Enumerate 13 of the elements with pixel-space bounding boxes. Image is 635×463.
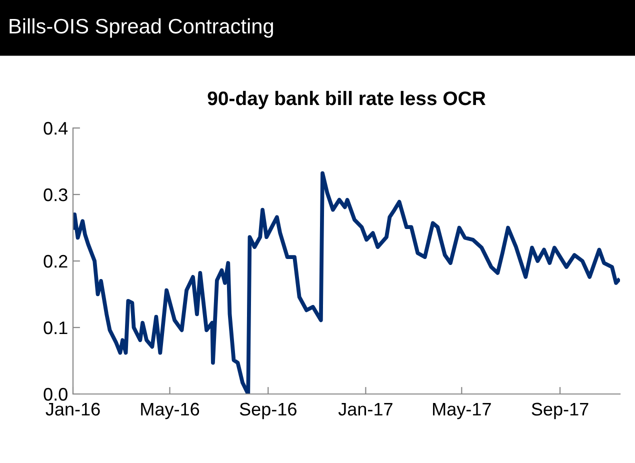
x-tick-label: Jan-16 [46,402,100,416]
chart-subtitle: 90-day bank bill rate less OCR [208,90,486,110]
x-tick-label: Sep-16 [240,402,296,420]
y-tick-label: 0.0 [44,388,68,401]
y-tick-label: 0.3 [44,188,68,202]
y-tick-label: 0.1 [44,321,68,334]
x-tick-label: Sep-17 [532,402,588,420]
y-tick-label: 0.2 [44,254,68,268]
y-tick-label: 0.4 [44,122,68,135]
chart-title: Bills-OIS Spread Contracting [10,18,273,38]
x-tick-label: May-17 [433,402,491,420]
x-tick-label: May-16 [141,402,200,420]
x-tick-label: Jan-17 [338,402,392,416]
